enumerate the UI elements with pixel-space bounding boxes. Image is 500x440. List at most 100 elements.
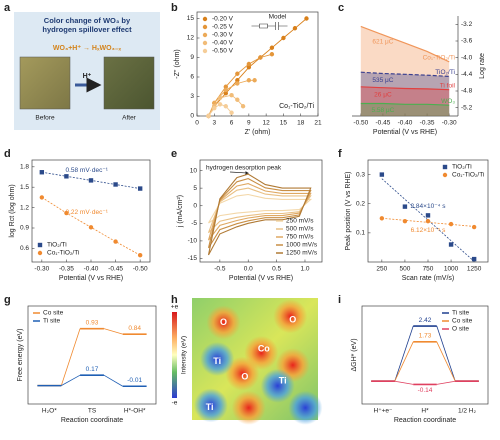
y-tick-label: 12 (187, 35, 195, 42)
legend-label: -0.20 V (212, 16, 234, 23)
y-axis-label: -Z'' (ohm) (174, 49, 181, 79)
x-tick-label: -0.35 (59, 266, 74, 273)
x-tick-label: -0.40 (398, 120, 413, 127)
potential-blob (206, 305, 241, 340)
charge-label: 26 μC (374, 91, 392, 98)
y-axis-label: Peak position (V vs RHE) (345, 172, 352, 251)
data-point (448, 221, 454, 227)
legend-label: TiO₂/Ti (47, 242, 67, 249)
y-tick-label: 0.9 (20, 225, 29, 232)
y-tick-label: 0 (193, 202, 197, 209)
x-axis-label: Potential (V vs RHE) (373, 129, 437, 136)
annotation: Co₁-TiO₂/Ti (279, 103, 314, 110)
energy-connector (61, 374, 81, 386)
data-point (402, 219, 408, 224)
value-label: 2.42 (419, 317, 432, 324)
energy-connector (60, 328, 81, 386)
legend-label: Co₁-TiO₂/Ti (452, 172, 484, 179)
x-tick-label: 0.0 (244, 266, 253, 273)
y-tick-label: -10 (188, 238, 198, 245)
legend-label: Ti site (43, 318, 60, 325)
charge-label: 621 μC (372, 38, 393, 45)
x-tick-label: H* (421, 408, 429, 415)
area-line (360, 86, 450, 91)
area-line (360, 102, 450, 106)
plot-frame (196, 11, 319, 117)
x-axis-label: Reaction coordinate (61, 417, 123, 424)
fit-line (381, 178, 475, 262)
data-point (269, 52, 275, 57)
data-point (235, 81, 240, 86)
y-axis-label: Free energy (eV) (17, 329, 24, 382)
legend-marker (202, 40, 208, 46)
potential-blob (200, 342, 235, 376)
x-tick-label: 15 (280, 120, 288, 127)
data-point (223, 87, 229, 93)
inset-label: Model (269, 14, 287, 21)
x-tick-label: 500 (399, 266, 410, 273)
y-tick-label: 10 (190, 167, 198, 174)
legend-label: 1000 mV/s (286, 242, 318, 249)
energy-connector (394, 325, 414, 382)
legend-label: Co₁-TiO₂/Ti (47, 250, 79, 257)
potential-blob (260, 368, 295, 403)
data-point (64, 174, 69, 179)
plot-frame (361, 305, 489, 405)
data-point (425, 219, 431, 224)
y-axis-label: log Rct (log ohm) (9, 184, 16, 237)
x-tick-label: -0.45 (376, 120, 391, 127)
atom-label: O (241, 372, 248, 382)
data-point (292, 26, 298, 31)
series-line (208, 193, 313, 224)
legend-label: -0.50 V (212, 48, 234, 55)
series-line (207, 173, 312, 256)
x-tick-label: -0.35 (420, 120, 435, 127)
x-tick-label: -0.5 (214, 266, 226, 273)
x-tick-label: -0.45 (108, 266, 123, 273)
colorbar-label: Intensity (eV) (181, 336, 188, 374)
potential-blob (193, 388, 228, 423)
data-point (223, 91, 229, 96)
x-tick-label: -0.40 (84, 266, 99, 273)
legend-label: 750 mV/s (286, 234, 314, 241)
legend-label: O site (452, 326, 469, 333)
data-point (212, 106, 217, 111)
x-tick-label: 12 (263, 120, 271, 127)
data-point (39, 170, 45, 175)
potential-blob (273, 299, 308, 334)
x-tick-label: H*-OH* (124, 408, 146, 415)
data-point (88, 178, 94, 183)
value-label: 0.17 (86, 366, 99, 373)
potential-blob (225, 356, 260, 391)
data-point (235, 71, 240, 76)
y-tick-label: -3.6 (461, 38, 473, 45)
x-tick-label: 21 (314, 120, 322, 127)
legend-label: 500 mV/s (286, 226, 314, 233)
data-point (223, 104, 229, 109)
x-tick-label: -0.30 (442, 120, 457, 127)
y-tick-label: 9 (190, 54, 194, 61)
data-point (258, 55, 263, 60)
data-point (217, 102, 223, 107)
legend-marker (202, 16, 208, 22)
data-point (471, 256, 477, 262)
y-tick-label: -3.2 (461, 21, 473, 28)
panel-label: g (4, 294, 11, 306)
energy-connector (394, 380, 414, 385)
fit-label: 2.84×10⁻⁴ s (411, 203, 447, 210)
data-point (39, 195, 45, 200)
x-axis-label: Z' (ohm) (245, 129, 271, 136)
area-fill (360, 103, 450, 116)
series-line (207, 187, 312, 234)
data-point (229, 110, 234, 115)
panel-label: c (338, 2, 344, 14)
series-line (208, 53, 273, 117)
y-axis-label: j (mA/cm²) (177, 195, 184, 228)
x-tick-label: TS (88, 408, 97, 415)
colorbar (172, 312, 177, 398)
plot-frame (199, 159, 323, 263)
y-tick-label: 0.1 (356, 230, 365, 237)
energy-connector (103, 374, 123, 387)
